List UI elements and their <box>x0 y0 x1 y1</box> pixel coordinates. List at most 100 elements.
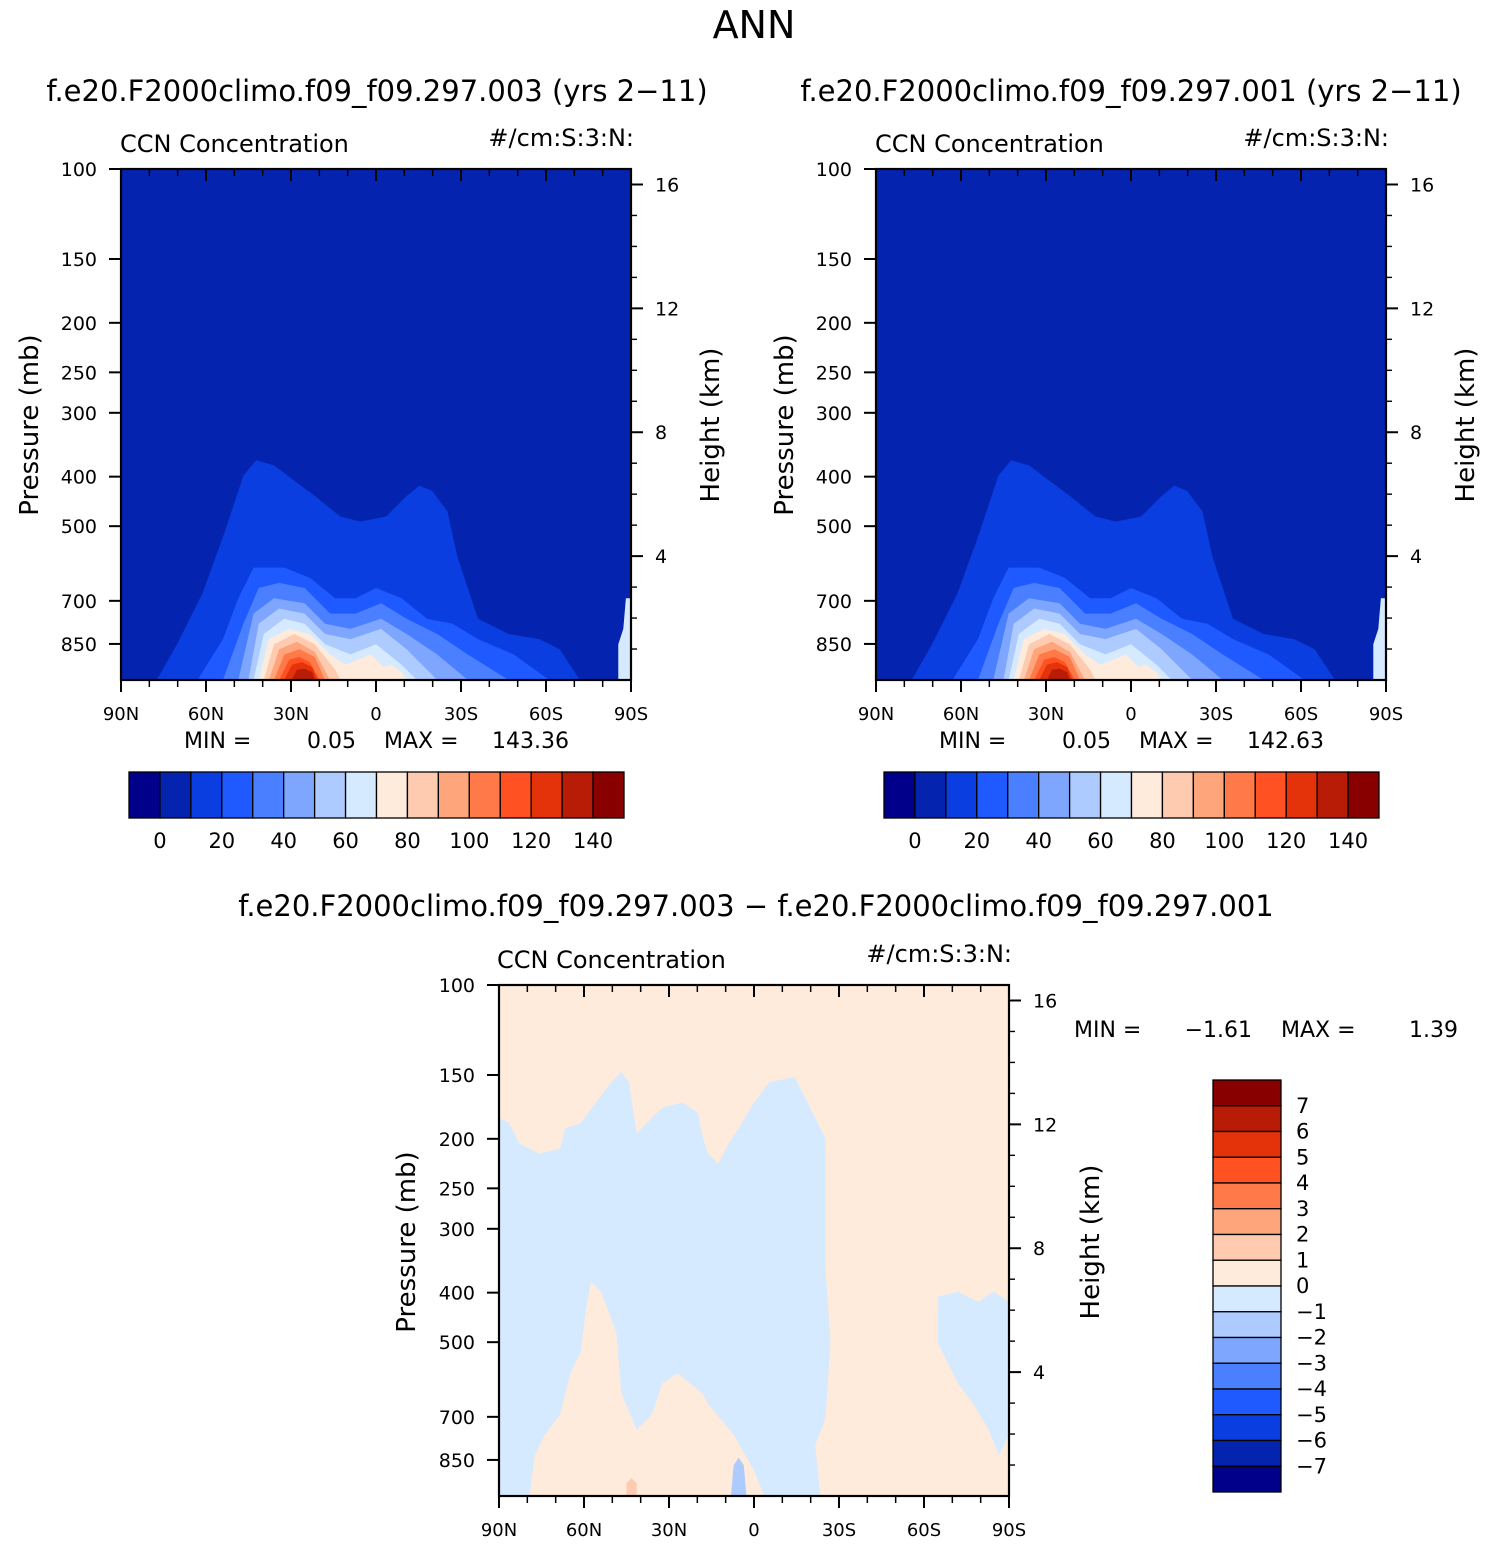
colorbar-box <box>406 771 440 819</box>
y-right-tick-label: 4 <box>655 546 667 568</box>
x-tick-label: 30S <box>1199 704 1233 725</box>
panel-c-units-label: #/cm:S:3:N: <box>866 940 1012 968</box>
colorbar-label: −5 <box>1296 1403 1327 1427</box>
contour-band-8 <box>376 664 407 680</box>
colorbar-label: 40 <box>1025 829 1052 853</box>
panel-a-max-value: 143.36 <box>492 729 569 754</box>
colorbar-box <box>1212 1130 1282 1158</box>
colorbar-box <box>914 771 947 819</box>
colorbar-box <box>1192 771 1225 819</box>
colorbar-box <box>1212 1079 1282 1107</box>
x-tick-label: 60N <box>188 704 224 725</box>
panel-b: f.e20.F2000climo.f09_f09.297.001 (yrs 2−… <box>770 74 1481 853</box>
y-tick-label: 300 <box>61 403 97 425</box>
y-tick-label: 200 <box>816 313 852 335</box>
x-tick-label: 30N <box>273 704 309 725</box>
panel-a-ylabel-right: Height (km) <box>696 348 726 503</box>
main-title: ANN <box>713 3 796 47</box>
y-right-tick-label: 12 <box>1410 298 1434 320</box>
y-tick-label: 850 <box>816 634 852 656</box>
colorbar-label: 100 <box>1204 829 1244 853</box>
colorbar-box <box>159 771 192 819</box>
colorbar-box <box>1316 771 1349 819</box>
y-right-tick-label: 16 <box>1410 174 1434 196</box>
colorbar-box <box>1347 771 1380 819</box>
panel-c-ylabel-right: Height (km) <box>1076 1165 1106 1320</box>
y-tick-label: 700 <box>61 591 97 613</box>
colorbar-label: 0 <box>1296 1274 1309 1298</box>
colorbar-box <box>1212 1336 1282 1364</box>
panel-c-min-label: MIN = <box>1074 1018 1141 1043</box>
x-tick-label: 60S <box>1284 704 1318 725</box>
contour-band-positive-streak <box>601 1291 622 1394</box>
panel-c-field <box>499 985 1009 1496</box>
panel-b-field <box>876 169 1386 680</box>
y-tick-label: 500 <box>61 516 97 538</box>
panel-b-axes: 90N 60N 30N 0 30S 60S 90S 100 150 200 250 300 400 500… <box>816 159 1434 725</box>
colorbar-box <box>1212 1233 1282 1261</box>
x-tick-label: 90N <box>103 704 139 725</box>
colorbar-label: 6 <box>1296 1120 1309 1144</box>
y-tick-label: 700 <box>439 1407 475 1429</box>
y-right-tick-label: 8 <box>655 422 667 444</box>
colorbar-box <box>1212 1259 1282 1287</box>
contour-band-positive-tropics <box>672 1373 749 1496</box>
colorbar-box <box>1212 1156 1282 1184</box>
colorbar-box <box>128 771 161 819</box>
panel-a-colorbar: 0 20 40 60 80 100 120 140 <box>128 771 625 853</box>
panel-a: f.e20.F2000climo.f09_f09.297.003 (yrs 2−… <box>15 74 726 853</box>
panel-b-ylabel-left: Pressure (mb) <box>770 334 800 515</box>
panel-b-ylabel-right: Height (km) <box>1451 348 1481 503</box>
colorbar-label: 80 <box>394 829 421 853</box>
y-right-tick-label: 4 <box>1033 1362 1045 1384</box>
colorbar-box <box>1212 1208 1282 1236</box>
panel-a-heading: f.e20.F2000climo.f09_f09.297.003 (yrs 2−… <box>46 74 707 108</box>
x-tick-label: 0 <box>1125 704 1136 725</box>
panel-c-variable-label: CCN Concentration <box>497 946 726 974</box>
y-tick-label: 150 <box>61 249 97 271</box>
x-tick-label: 30S <box>444 704 478 725</box>
colorbar-box <box>1212 1388 1282 1416</box>
colorbar-box <box>1212 1182 1282 1210</box>
colorbar-box <box>1212 1285 1282 1313</box>
colorbar-box <box>1212 1439 1282 1467</box>
y-tick-label: 100 <box>439 975 475 997</box>
colorbar-label: 5 <box>1296 1145 1309 1169</box>
colorbar-box <box>883 771 916 819</box>
y-right-tick-label: 12 <box>655 298 679 320</box>
colorbar-box <box>592 771 625 819</box>
colorbar-label: −7 <box>1296 1454 1327 1478</box>
colorbar-box <box>437 771 470 819</box>
panel-a-variable-label: CCN Concentration <box>120 130 349 158</box>
colorbar-label: −1 <box>1296 1300 1327 1324</box>
panel-b-variable-label: CCN Concentration <box>875 130 1104 158</box>
panel-a-field <box>121 169 631 680</box>
contour-band-7 <box>1373 598 1386 680</box>
colorbar-box <box>561 771 594 819</box>
colorbar-box <box>1007 771 1040 819</box>
y-tick-label: 250 <box>61 362 97 384</box>
y-tick-label: 200 <box>61 313 97 335</box>
x-tick-label: 30N <box>651 1520 687 1541</box>
x-tick-label: 60N <box>943 704 979 725</box>
panel-c-ylabel-left: Pressure (mb) <box>392 1151 422 1332</box>
colorbar-box <box>1223 771 1256 819</box>
x-tick-label: 90S <box>614 704 648 725</box>
colorbar-box <box>1068 771 1102 819</box>
y-tick-label: 500 <box>816 516 852 538</box>
y-right-tick-label: 4 <box>1410 546 1422 568</box>
panel-c: f.e20.F2000climo.f09_f09.297.003 − f.e20… <box>238 889 1458 1541</box>
contour-band-positive-1-2 <box>626 1478 637 1496</box>
colorbar-label: 4 <box>1296 1171 1309 1195</box>
panel-b-max-label: MAX = <box>1139 729 1214 754</box>
colorbar-box <box>976 771 1009 819</box>
colorbar-box <box>1212 1362 1282 1390</box>
colorbar-box <box>530 771 563 819</box>
x-tick-label: 90N <box>481 1520 517 1541</box>
colorbar-box <box>1254 771 1287 819</box>
contour-band-14 <box>1046 668 1070 680</box>
panel-a-max-label: MAX = <box>384 729 459 754</box>
contour-band-8 <box>1131 664 1162 680</box>
x-tick-label: 30S <box>822 1520 856 1541</box>
